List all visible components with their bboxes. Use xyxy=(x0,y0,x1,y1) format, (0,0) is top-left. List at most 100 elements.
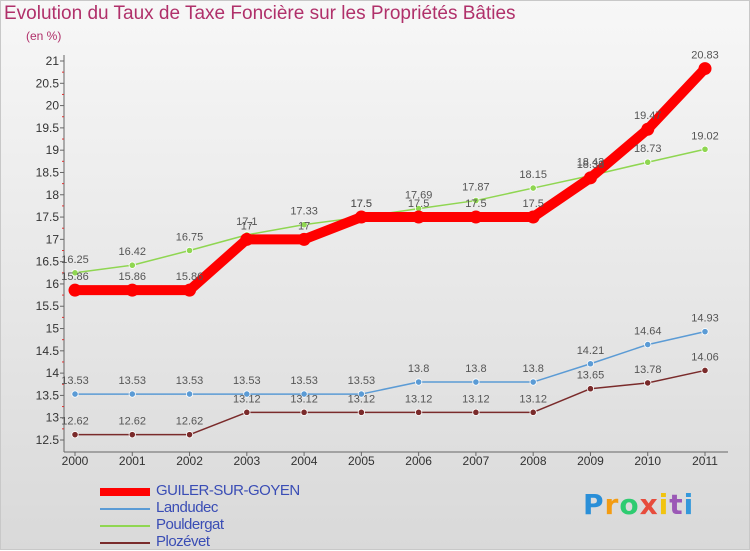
data-point xyxy=(125,283,139,297)
data-label: 13.8 xyxy=(408,363,429,375)
data-label: 13.53 xyxy=(119,375,147,387)
proxiti-logo: Proxiti xyxy=(583,488,694,521)
data-point xyxy=(357,408,365,416)
y-tick-label: 20.5 xyxy=(36,76,60,90)
data-label: 13.53 xyxy=(290,375,318,387)
data-point xyxy=(128,390,136,398)
y-tick-label: 17 xyxy=(46,232,60,246)
legend-swatch xyxy=(100,525,150,527)
data-point xyxy=(472,378,480,386)
data-label: 16.25 xyxy=(61,254,89,266)
data-label: 13.12 xyxy=(462,393,490,405)
data-label: 17.69 xyxy=(405,190,433,202)
data-label: 17.5 xyxy=(351,198,372,210)
x-tick-label: 2008 xyxy=(520,454,547,468)
data-point xyxy=(701,145,709,153)
x-tick-label: 2011 xyxy=(692,454,718,468)
y-tick-label: 19.5 xyxy=(36,121,60,135)
logo-letter: P xyxy=(583,488,605,521)
data-label: 13.12 xyxy=(290,393,318,405)
data-point xyxy=(71,431,79,439)
logo-letter: x xyxy=(639,488,659,521)
data-point xyxy=(415,408,423,416)
data-label: 18.73 xyxy=(634,143,662,155)
data-point xyxy=(185,390,194,398)
data-point xyxy=(526,210,540,224)
y-tick-label: 21 xyxy=(46,54,60,68)
data-label: 12.62 xyxy=(176,416,204,428)
series-line-1 xyxy=(74,330,706,395)
x-tick-label: 2004 xyxy=(291,454,318,468)
data-point xyxy=(701,328,709,336)
data-label: 13.12 xyxy=(405,393,433,405)
chart-title: Evolution du Taux de Taxe Foncière sur l… xyxy=(4,3,516,24)
data-label: 14.21 xyxy=(577,345,605,357)
series-line-0 xyxy=(70,63,710,296)
legend-swatch xyxy=(100,508,150,510)
data-point xyxy=(641,122,655,136)
data-label: 13.53 xyxy=(233,375,261,387)
data-point xyxy=(644,340,652,349)
data-label: 13.8 xyxy=(465,363,486,375)
data-point xyxy=(644,158,652,166)
data-point xyxy=(701,366,709,375)
data-label: 15.86 xyxy=(119,271,147,283)
logo-letter: o xyxy=(619,488,640,521)
data-label: 13.12 xyxy=(348,393,376,405)
data-point xyxy=(128,261,136,269)
data-label: 17.33 xyxy=(290,206,318,218)
chart-unit: (en %) xyxy=(26,29,62,43)
data-point xyxy=(240,232,254,246)
logo-letter: i xyxy=(683,488,695,521)
data-point xyxy=(300,390,308,398)
data-point xyxy=(415,378,423,386)
x-tick-label: 2010 xyxy=(634,454,661,468)
x-tick-label: 2002 xyxy=(176,454,203,468)
data-point xyxy=(529,408,537,416)
data-point xyxy=(586,360,595,368)
data-label: 12.62 xyxy=(61,416,89,428)
x-tick-label: 2009 xyxy=(577,454,604,468)
y-tick-label: 14 xyxy=(46,366,60,380)
data-label: 14.06 xyxy=(691,351,719,363)
data-label: 18.38 xyxy=(577,159,605,171)
data-label: 18.15 xyxy=(519,169,547,181)
series-line-3 xyxy=(74,369,706,436)
data-point xyxy=(243,390,251,398)
data-label: 20.83 xyxy=(691,50,719,62)
data-point xyxy=(412,210,426,224)
y-tick-label: 13 xyxy=(46,411,60,425)
data-point xyxy=(698,62,712,76)
data-label: 15.86 xyxy=(176,271,204,283)
data-label: 17.5 xyxy=(408,198,429,210)
y-tick-label: 15 xyxy=(46,322,60,336)
x-tick-label: 2005 xyxy=(348,454,375,468)
legend-label: Pouldergat xyxy=(156,516,224,533)
data-label: 15.86 xyxy=(61,271,89,283)
data-label: 17 xyxy=(241,220,253,232)
legend-swatch xyxy=(100,488,150,496)
legend-swatch xyxy=(100,542,150,544)
data-point xyxy=(128,431,136,439)
data-label: 16.75 xyxy=(176,232,204,244)
legend-label: GUILER-SUR-GOYEN xyxy=(156,482,300,499)
data-point xyxy=(586,385,595,393)
data-point xyxy=(183,283,197,297)
y-tick-label: 18.5 xyxy=(36,165,60,179)
data-point xyxy=(354,210,368,224)
y-tick-label: 13.5 xyxy=(36,388,60,402)
data-point xyxy=(529,184,537,192)
data-label: 17.5 xyxy=(522,198,543,210)
data-point xyxy=(583,171,597,185)
data-label: 13.8 xyxy=(522,363,543,375)
data-label: 17.1 xyxy=(236,216,257,228)
data-label: 17 xyxy=(298,220,310,232)
data-point xyxy=(300,408,308,416)
data-label: 14.93 xyxy=(691,313,719,325)
logo-letter: i xyxy=(658,488,670,521)
y-tick-label: 20 xyxy=(46,99,60,113)
data-label: 13.53 xyxy=(176,375,204,387)
data-label: 13.12 xyxy=(233,393,261,405)
y-tick-label: 15.5 xyxy=(36,299,60,313)
